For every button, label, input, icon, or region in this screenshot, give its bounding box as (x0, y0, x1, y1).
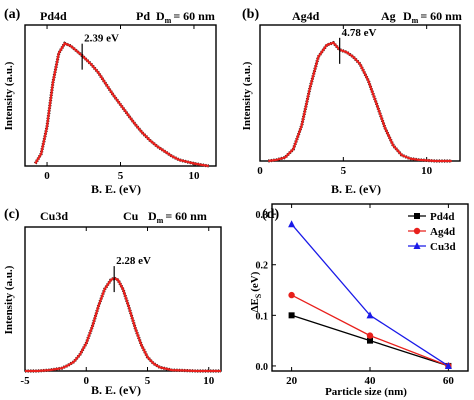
axis-xlabel: B. E. (eV) (91, 383, 141, 397)
dm-label: Dm = 60 nm (156, 9, 215, 25)
y-tick-label: 0.0 (256, 362, 269, 373)
panel-label: (d) (262, 207, 279, 222)
fit-series-line (25, 276, 221, 373)
x-tick-label: 0 (44, 170, 50, 182)
axis-ylabel: ΔES(eV) (249, 271, 263, 312)
panel-title: Cu3d (40, 209, 68, 223)
panel-b: (b) Intensity (a.u.) B. E. (eV) Ag4d Ag … (241, 7, 462, 196)
data-point-cu3d (444, 361, 452, 369)
plot-frame (259, 24, 461, 162)
panel-title: Pd4d (40, 9, 67, 23)
x-tick-label: 0 (257, 165, 263, 177)
plot-frame (24, 24, 217, 167)
element-label: Cu (123, 209, 139, 223)
data-point-ag4d (366, 332, 374, 339)
x-tick-label: 10 (203, 375, 215, 387)
y-tick-label: 0.3 (256, 210, 269, 221)
legend-label: Ag4d (430, 226, 455, 238)
data-point-pd4d (367, 337, 373, 344)
axis-ylabel: Intensity (a.u.) (3, 61, 15, 130)
x-tick-label: 5 (118, 170, 124, 182)
element-label: Pd (136, 9, 150, 23)
panel-a: (a) Intensity (a.u.) B. E. (eV) Pd4d Pd … (3, 7, 217, 196)
legend-marker (413, 242, 421, 249)
y-tick-label: 0.1 (256, 311, 269, 322)
axis-xlabel: B. E. (eV) (331, 182, 381, 196)
data-point-cu3d (366, 311, 374, 319)
panel-label: (b) (242, 7, 259, 22)
x-tick-label: -5 (20, 375, 30, 387)
data-point-pd4d (288, 312, 295, 319)
axis-ylabel: Intensity (a.u.) (3, 265, 15, 334)
x-tick-label: 20 (286, 375, 298, 387)
axis-xlabel: B. E. (eV) (91, 182, 141, 196)
x-tick-label: 10 (188, 170, 200, 182)
panel-title: Ag4d (292, 9, 320, 23)
annotation-label: 4.78 eV (342, 27, 377, 39)
x-tick-label: 5 (341, 165, 347, 177)
plot-frame (24, 226, 222, 372)
x-tick-label: 10 (421, 165, 433, 177)
panel-label: (c) (4, 207, 20, 222)
dm-label: Dm = 60 nm (148, 209, 207, 225)
series-line-ag4d (291, 294, 449, 367)
panel-c: (c) Intensity (a.u.) B. E. (eV) Cu3d Cu … (3, 207, 222, 397)
x-tick-label: 40 (365, 375, 377, 387)
legend-marker (414, 213, 420, 219)
legend-label: Pd4d (430, 211, 454, 223)
panel-label: (a) (4, 7, 21, 22)
element-label: Ag (381, 9, 396, 23)
x-tick-label: 60 (443, 375, 455, 387)
data-point-cu3d (288, 220, 296, 228)
annotation-label: 2.39 eV (84, 33, 119, 45)
data-series-line (33, 41, 209, 168)
axis-ylabel: Intensity (a.u.) (241, 61, 253, 130)
fit-series-line (34, 42, 209, 168)
data-point-ag4d (288, 291, 295, 299)
legend-marker (413, 227, 421, 235)
y-tick-label: 0.2 (256, 261, 269, 272)
legend-label: Cu3d (430, 241, 456, 253)
dm-label: Dm = 60 nm (403, 9, 462, 25)
fit-series-line (268, 41, 452, 163)
panel-d: (d) ΔES(eV) Particle size (nm) 20 40 60 0.0… (249, 203, 469, 398)
x-tick-label: 5 (145, 375, 151, 387)
axis-xlabel: Particle size (nm) (325, 386, 407, 398)
annotation-label: 2.28 eV (116, 255, 151, 267)
x-tick-label: 0 (84, 375, 90, 387)
